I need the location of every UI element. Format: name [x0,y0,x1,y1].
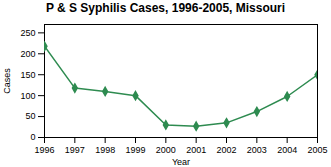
svg-text:250: 250 [20,28,35,38]
svg-text:150: 150 [20,70,35,80]
svg-text:0: 0 [30,132,35,142]
html-text:P & S Syphilis Cases, 1996-200: P & S Syphilis Cases, 1996-2005, Missour… [45,1,286,15]
svg-text:2005: 2005 [307,145,327,155]
svg-text:Year: Year [172,157,190,167]
svg-text:1998: 1998 [95,145,115,155]
svg-text:50: 50 [25,111,35,121]
svg-text:2004: 2004 [277,145,297,155]
svg-text:100: 100 [20,91,35,101]
svg-text:2003: 2003 [247,145,267,155]
svg-text:1996: 1996 [34,145,54,155]
svg-text:200: 200 [20,49,35,59]
svg-text:2001: 2001 [186,145,206,155]
svg-text:Cases: Cases [2,68,12,94]
svg-text:2002: 2002 [216,145,236,155]
svg-text:1999: 1999 [125,145,145,155]
svg-text:2000: 2000 [156,145,176,155]
svg-text:1997: 1997 [65,145,85,155]
